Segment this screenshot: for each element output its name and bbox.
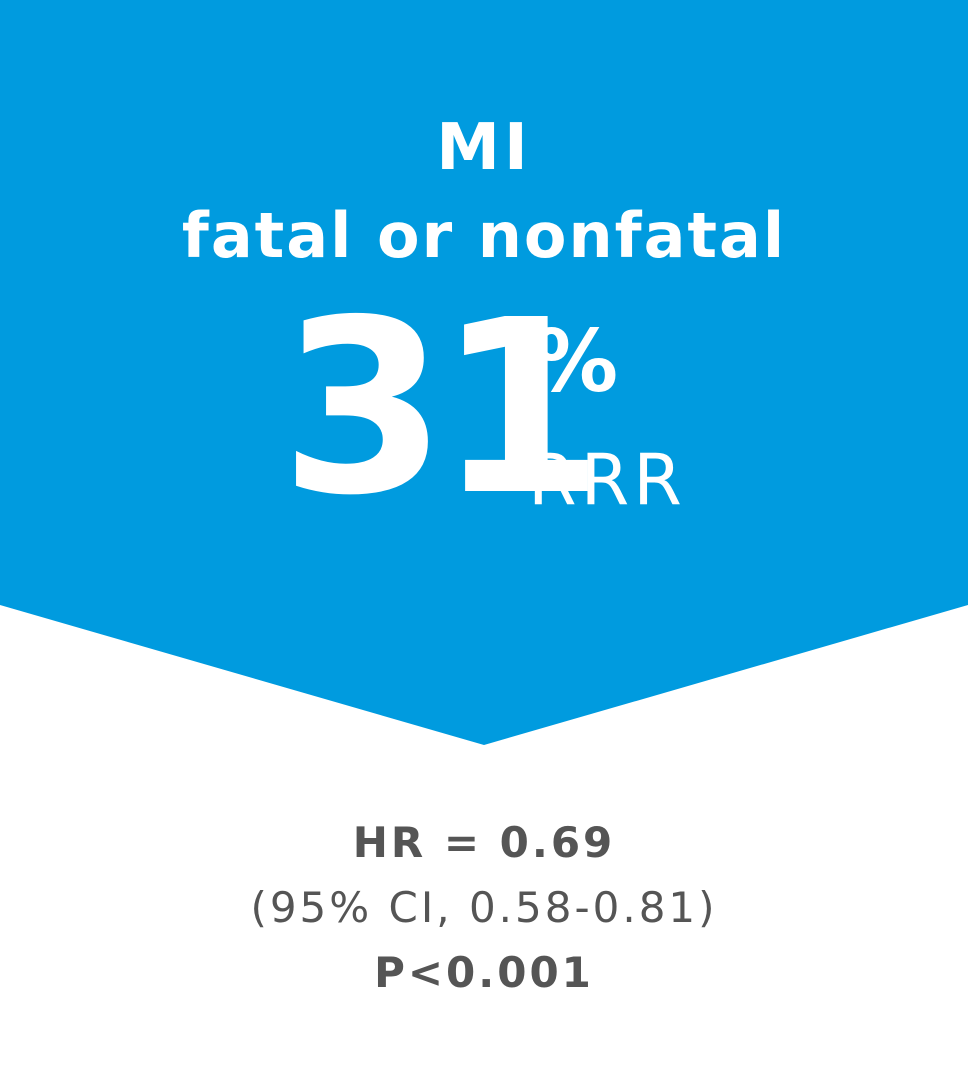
outcome-title: MI [436,111,532,185]
metric-label: RRR [528,439,686,521]
outcome-subtitle: fatal or nonfatal [181,199,787,272]
reduction-value: 31 [280,268,604,548]
chevron-banner [0,0,968,745]
chevron-shape [0,0,968,745]
percent-sign: % [532,312,619,412]
confidence-interval: (95% CI, 0.58-0.81) [250,883,718,932]
p-value: P<0.001 [374,948,594,997]
hazard-ratio: HR = 0.69 [352,818,616,867]
